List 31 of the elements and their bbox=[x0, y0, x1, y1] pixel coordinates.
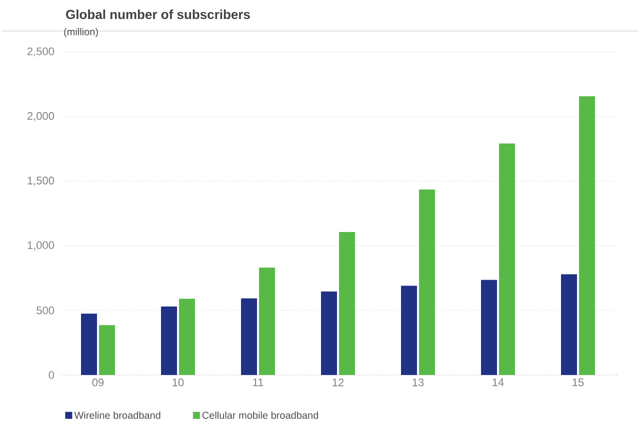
bar bbox=[259, 268, 276, 375]
chart-title: Global number of subscribers bbox=[66, 10, 250, 20]
y-tick-label: 0 bbox=[48, 371, 54, 379]
bar bbox=[81, 314, 98, 375]
bar bbox=[579, 96, 595, 375]
y-tick-label: 500 bbox=[36, 306, 54, 314]
bar bbox=[179, 298, 196, 375]
x-tick-label: 15 bbox=[572, 378, 584, 386]
bar bbox=[560, 274, 577, 375]
bar bbox=[481, 280, 497, 375]
x-tick-label: 14 bbox=[492, 378, 504, 386]
bar bbox=[499, 143, 515, 375]
y-tick-label: 2,500 bbox=[28, 47, 54, 57]
bar bbox=[321, 292, 338, 375]
x-tick-label: 10 bbox=[172, 378, 184, 386]
bar bbox=[241, 298, 258, 375]
x-tick-label: 13 bbox=[412, 378, 424, 386]
legend-label: Wireline broadband bbox=[74, 411, 160, 419]
bar bbox=[339, 232, 356, 375]
y-tick-label: 1,500 bbox=[28, 176, 54, 186]
bar bbox=[161, 306, 178, 375]
bar bbox=[419, 189, 435, 375]
bar bbox=[401, 286, 418, 375]
x-tick-label: 11 bbox=[253, 378, 264, 386]
y-tick-label: 1,000 bbox=[28, 241, 54, 250]
legend-label: Cellular mobile broadband bbox=[202, 411, 318, 419]
y-axis-title: (million) bbox=[64, 28, 98, 38]
bar bbox=[99, 325, 116, 375]
x-tick-label: 12 bbox=[332, 378, 344, 386]
y-tick-label: 2,000 bbox=[28, 112, 54, 122]
x-tick-label: 09 bbox=[92, 378, 104, 386]
